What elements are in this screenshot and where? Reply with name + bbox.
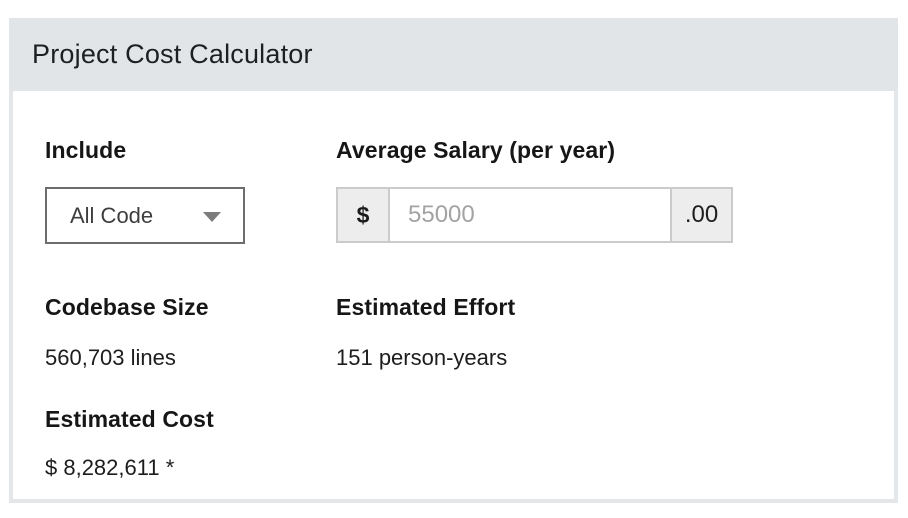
panel-header: Project Cost Calculator bbox=[9, 18, 898, 91]
estimated-cost-label: Estimated Cost bbox=[45, 406, 214, 432]
estimated-cost-value-row: $ 8,282,611 * bbox=[45, 455, 894, 481]
decimal-suffix-addon: .00 bbox=[670, 187, 733, 243]
average-salary-label: Average Salary (per year) bbox=[336, 137, 616, 163]
estimated-effort-value: 151 person-years bbox=[336, 345, 508, 370]
estimated-cost-value: $ 8,282,611 * bbox=[45, 455, 175, 480]
result-labels-row: Codebase Size Estimated Effort bbox=[45, 293, 894, 321]
salary-input[interactable] bbox=[390, 187, 670, 243]
form-controls-row: All Code $ .00 bbox=[45, 187, 894, 244]
estimated-effort-label: Estimated Effort bbox=[336, 294, 516, 320]
panel-body: Include Average Salary (per year) All Co… bbox=[9, 91, 898, 503]
form-labels-row: Include Average Salary (per year) bbox=[45, 136, 894, 164]
currency-prefix-addon: $ bbox=[336, 187, 390, 243]
project-cost-calculator-panel: Project Cost Calculator Include Average … bbox=[9, 18, 898, 503]
codebase-size-label: Codebase Size bbox=[45, 294, 209, 320]
result-values-row: 560,703 lines 151 person-years bbox=[45, 345, 894, 371]
codebase-size-value: 560,703 lines bbox=[45, 345, 176, 370]
salary-input-group: $ .00 bbox=[336, 187, 733, 243]
include-select-value: All Code bbox=[70, 202, 154, 228]
page-title: Project Cost Calculator bbox=[32, 39, 313, 69]
estimated-cost-label-row: Estimated Cost bbox=[45, 405, 894, 433]
chevron-down-icon bbox=[203, 211, 221, 222]
include-select[interactable]: All Code bbox=[45, 187, 245, 244]
include-label: Include bbox=[45, 137, 127, 163]
